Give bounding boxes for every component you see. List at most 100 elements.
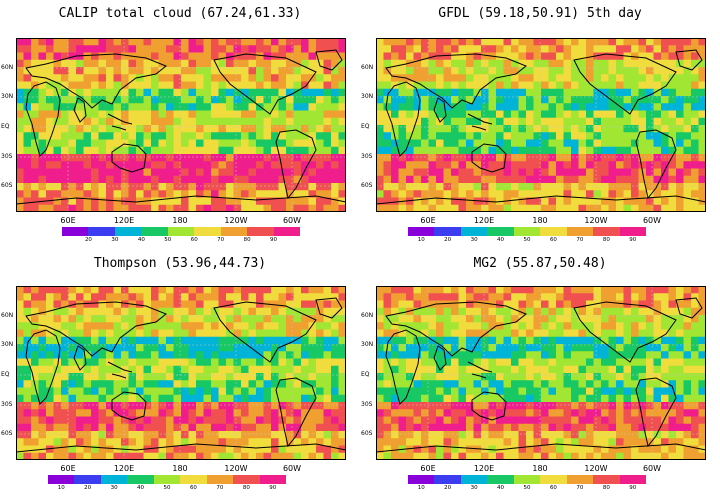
longitude-label: 60E: [420, 216, 436, 225]
colorbar-tick-label: 50: [523, 237, 531, 243]
colorbar-tick-label: 70: [576, 485, 584, 491]
panel-thompson: Thompson (53.96,44.73) 10 20 30 40 50 60 70 80 9…: [0, 250, 360, 500]
colorbar-tick-label: 50: [523, 485, 531, 491]
panel-title: GFDL (59.18,50.91) 5th day: [438, 6, 642, 21]
colorbar-swatch: [513, 475, 541, 484]
colorbar-tick-label: 20: [84, 485, 92, 491]
colorbar-swatch: [408, 227, 435, 236]
colorbar-swatch: [180, 475, 207, 484]
colorbar-swatch: [434, 475, 461, 484]
longitude-label: 60W: [282, 216, 302, 225]
colorbar-swatch: [566, 227, 594, 236]
longitude-label: 120W: [224, 216, 248, 225]
latitude-label: 60S: [1, 182, 13, 189]
latitude-label: 30N: [361, 93, 374, 100]
longitude-label: 60E: [60, 464, 76, 473]
colorbar-tick-label: 10: [417, 485, 425, 491]
longitude-label: 60W: [642, 216, 662, 225]
colorbar-tick-label: 90: [629, 485, 637, 491]
colorbar-swatch: [566, 475, 594, 484]
colorbar-swatch: [513, 227, 541, 236]
colorbar-swatch: [487, 227, 514, 236]
colorbar-swatch: [48, 475, 75, 484]
latitude-label: EQ: [1, 123, 10, 130]
colorbar-swatch: [434, 227, 461, 236]
colorbar-swatch: [408, 475, 435, 484]
colorbar-tick-label: 90: [270, 237, 278, 243]
colorbar-tick-label: 90: [629, 237, 637, 243]
colorbar-tick-label: 40: [137, 237, 145, 243]
latitude-label: 30N: [1, 93, 14, 100]
panel-title: Thompson (53.96,44.73): [93, 256, 267, 271]
colorbar: [408, 227, 646, 236]
colorbar-tick-label: 30: [470, 237, 478, 243]
colorbar-swatch: [273, 227, 300, 236]
colorbar-tick-label: 60: [549, 485, 557, 491]
latitude-label: 60S: [361, 430, 373, 437]
colorbar-swatch: [114, 227, 142, 236]
latitude-label: EQ: [361, 371, 370, 378]
colorbar-swatch: [540, 227, 567, 236]
latitude-label: 60S: [1, 430, 13, 437]
colorbar-tick-label: 20: [444, 237, 452, 243]
colorbar-swatch: [233, 475, 260, 484]
latitude-label: 30N: [1, 341, 14, 348]
longitude-label: 120E: [113, 464, 135, 473]
longitude-label: 180: [172, 216, 188, 225]
longitude-label: 60W: [282, 464, 302, 473]
colorbar: [48, 475, 286, 484]
longitude-label: 180: [532, 216, 548, 225]
panel-calip: CALIP total cloud (67.24,61.33) 20 30 40 50…: [0, 0, 360, 250]
colorbar-tick-label: 30: [470, 485, 478, 491]
cloud-map: [376, 286, 706, 460]
colorbar-swatch: [619, 227, 646, 236]
colorbar-ticks: 10 20 30 40 50 60 70 80 90: [408, 237, 646, 247]
colorbar-swatch: [619, 475, 646, 484]
latitude-label: 30S: [1, 153, 13, 160]
longitude-label: 180: [172, 464, 188, 473]
longitude-label: 120W: [224, 464, 248, 473]
colorbar-tick-label: 80: [243, 237, 251, 243]
colorbar-swatch: [62, 227, 89, 236]
longitude-label: 60E: [60, 216, 76, 225]
colorbar-swatch: [127, 475, 154, 484]
latitude-label: 60N: [1, 312, 14, 319]
colorbar-tick-label: 30: [111, 237, 119, 243]
colorbar-tick-label: 90: [269, 485, 277, 491]
colorbar: [408, 475, 646, 484]
colorbar-tick-label: 50: [164, 237, 172, 243]
latitude-label: 60N: [1, 64, 14, 71]
colorbar-tick-label: 40: [497, 237, 505, 243]
colorbar-tick-label: 70: [217, 237, 225, 243]
longitude-label: 120E: [113, 216, 135, 225]
colorbar-swatch: [153, 475, 181, 484]
cloud-map: [376, 38, 706, 212]
colorbar-swatch: [540, 475, 567, 484]
colorbar-tick-label: 10: [57, 485, 65, 491]
colorbar-tick-label: 20: [84, 237, 92, 243]
colorbar-swatch: [460, 227, 488, 236]
colorbar-swatch: [460, 475, 488, 484]
latitude-label: 30S: [361, 153, 373, 160]
latitude-label: 60N: [361, 64, 374, 71]
colorbar-tick-label: 80: [602, 237, 610, 243]
colorbar-swatch: [593, 227, 620, 236]
panel-title: MG2 (55.87,50.48): [473, 256, 607, 271]
longitude-label: 120E: [473, 464, 495, 473]
colorbar-swatch: [100, 475, 128, 484]
colorbar-swatch: [206, 475, 234, 484]
latitude-label: 30S: [361, 401, 373, 408]
colorbar-swatch: [487, 475, 514, 484]
colorbar-tick-label: 60: [189, 485, 197, 491]
colorbar: [62, 227, 300, 236]
cloud-map: [16, 286, 346, 460]
panel-mg2: MG2 (55.87,50.48) 10 20 30 40 50 60 70 80 90 60N…: [360, 250, 720, 500]
latitude-label: 60N: [361, 312, 374, 319]
longitude-label: 60E: [420, 464, 436, 473]
colorbar-tick-label: 60: [190, 237, 198, 243]
colorbar-swatch: [593, 475, 620, 484]
cloud-map: [16, 38, 346, 212]
colorbar-swatch: [259, 475, 286, 484]
longitude-label: 60W: [642, 464, 662, 473]
colorbar-tick-label: 60: [549, 237, 557, 243]
